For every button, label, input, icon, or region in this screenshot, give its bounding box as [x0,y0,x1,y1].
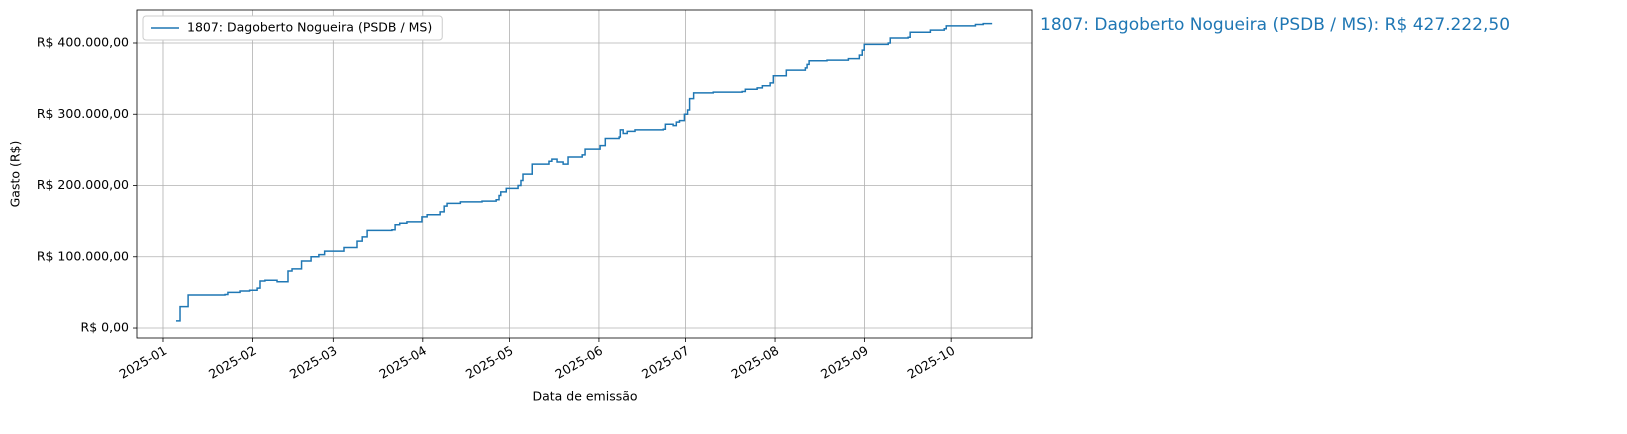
legend: 1807: Dagoberto Nogueira (PSDB / MS) [142,15,443,41]
x-tick-label: 2025-08 [729,343,782,382]
x-tick-label: 2025-02 [206,343,259,382]
y-tick-label: R$ 200.000,00 [37,177,129,192]
legend-label: 1807: Dagoberto Nogueira (PSDB / MS) [187,20,432,35]
y-tick-label: R$ 0,00 [81,320,129,335]
x-tick-label: 2025-10 [905,343,958,382]
x-tick-label: 2025-07 [639,343,692,382]
y-tick-label: R$ 100.000,00 [37,248,129,263]
legend-box [142,15,443,41]
x-tick-label: 2025-09 [818,343,871,382]
x-tick-label: 2025-03 [287,343,340,382]
x-axis-label: Data de emissão [532,389,637,404]
y-tick-label: R$ 400.000,00 [37,34,129,49]
x-tick-label: 2025-04 [376,343,429,382]
x-tick-label: 2025-05 [463,343,516,382]
y-tick-label: R$ 300.000,00 [37,106,129,121]
plot-frame [136,9,1033,339]
x-tick-label: 2025-01 [116,343,169,382]
line-series [175,22,993,322]
x-tick-label: 2025-06 [552,343,605,382]
y-axis-label: Gasto (R$) [8,141,23,208]
annotation: 1807: Dagoberto Nogueira (PSDB / MS): R$… [1040,15,1510,35]
